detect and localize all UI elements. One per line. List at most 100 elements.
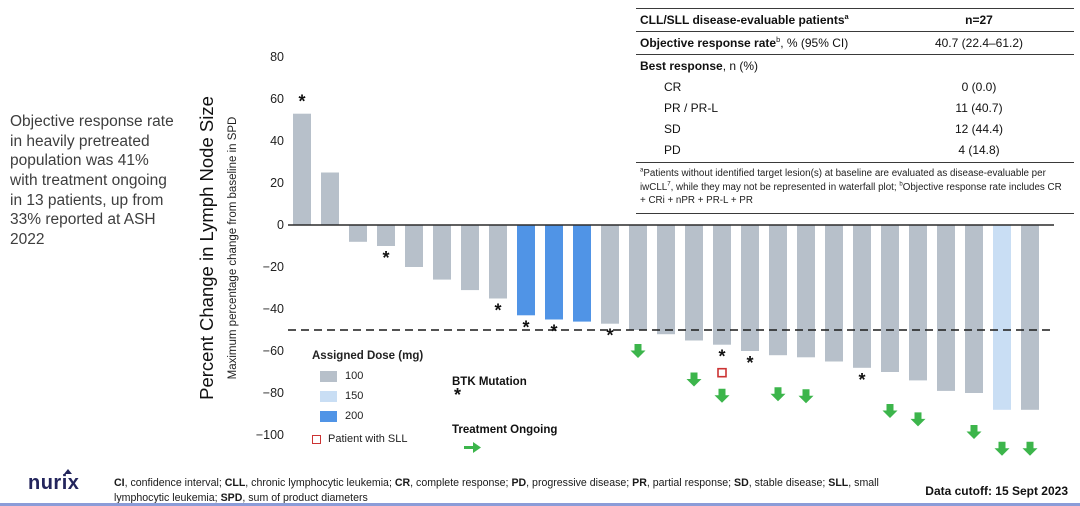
ongoing-legend: Treatment Ongoing: [452, 424, 557, 454]
response-table: CLL/SLL disease-evaluable patientsa n=27…: [636, 8, 1074, 214]
y-tick-label: −100: [256, 428, 284, 442]
dose-150-swatch-icon: [320, 390, 337, 402]
y-tick-label: 40: [270, 134, 284, 148]
table-value: 11 (40.7): [955, 100, 1003, 115]
patient-bar: [321, 172, 339, 225]
treatment-ongoing-arrow: [1022, 441, 1038, 456]
y-tick-label: −80: [263, 386, 284, 400]
patient-bar: [489, 225, 507, 299]
patient-bar: [573, 225, 591, 322]
ongoing-arrow-icon: [464, 442, 481, 453]
y-tick-label: 60: [270, 92, 284, 106]
patient-bar: [601, 225, 619, 324]
sll-patient-square: [717, 367, 727, 378]
dose-150-label: 150: [345, 390, 364, 402]
ongoing-arrow-shape: [464, 442, 481, 453]
patient-bar: [713, 225, 731, 345]
y-axis-title: Percent Change in Lymph Node Size: [196, 96, 217, 400]
y-tick-label: 0: [277, 218, 284, 232]
btk-mutation-asterisk: *: [522, 317, 529, 337]
patient-bar: [825, 225, 843, 362]
dose-100-swatch-icon: [320, 370, 337, 382]
btk-mutation-asterisk: *: [606, 326, 613, 346]
treatment-ongoing-arrow: [994, 441, 1010, 456]
table-value: 12 (44.4): [954, 121, 1004, 136]
table-footnote: aPatients without identified target lesi…: [636, 162, 1074, 214]
bottom-accent-line: [0, 503, 1080, 506]
patient-bar: [293, 113, 311, 225]
table-row-sd: SD 12 (44.4): [636, 118, 1074, 139]
patient-bar: [937, 225, 955, 391]
treatment-ongoing-arrow: [882, 404, 898, 418]
data-cutoff: Data cutoff: 15 Sept 2023: [925, 484, 1068, 498]
sll-legend-item: Patient with SLL: [312, 433, 423, 445]
btk-mutation-asterisk: *: [382, 248, 389, 268]
patient-bar: [853, 225, 871, 368]
patient-bar: [461, 225, 479, 291]
patient-bar: [377, 225, 395, 246]
treatment-ongoing-arrow: [770, 387, 786, 402]
sll-square-icon: [312, 434, 321, 444]
treatment-ongoing-arrow: [686, 372, 702, 387]
y-tick-label: −20: [263, 260, 284, 274]
patient-bar: [517, 225, 535, 316]
y-axis-subtitle: Maximum percentage change from baseline …: [227, 116, 239, 380]
patient-bar: [545, 225, 563, 320]
btk-mutation-asterisk: *: [718, 347, 725, 367]
table-row-orr: Objective response rateb, % (95% CI) 40.…: [636, 32, 1074, 55]
table-value: 4 (14.8): [958, 142, 1000, 157]
y-tick-label: −40: [263, 302, 284, 316]
table-row-header: CLL/SLL disease-evaluable patientsa n=27: [636, 8, 1074, 32]
treatment-ongoing-arrow: [798, 389, 814, 404]
btk-mutation-asterisk: *: [858, 370, 865, 390]
btk-mutation-asterisk: *: [298, 92, 305, 112]
dose-legend-item-150: 150: [320, 390, 423, 402]
abbreviations-text: CI, confidence interval; CLL, chronic ly…: [114, 477, 879, 505]
dose-legend-item-200: 200: [320, 410, 423, 422]
table-row-best-response: Best response, n (%): [640, 58, 759, 73]
table-value: n=27: [965, 13, 993, 27]
patient-bar: [909, 225, 927, 381]
btk-legend: BTK Mutation *: [452, 376, 527, 405]
btk-asterisk-icon: *: [454, 385, 462, 405]
nurix-logo: nurix: [28, 469, 79, 495]
patient-bar: [741, 225, 759, 351]
patient-bar: [433, 225, 451, 280]
patient-bar: [405, 225, 423, 267]
table-row-pd: PD 4 (14.8): [636, 139, 1074, 160]
treatment-ongoing-arrow: [714, 388, 730, 403]
table-row-cr: CR 0 (0.0): [636, 76, 1074, 97]
patient-bar: [769, 225, 787, 356]
patient-bar: [685, 225, 703, 341]
ongoing-label: Treatment Ongoing: [452, 424, 558, 436]
patient-bar: [349, 225, 367, 242]
patient-bar: [629, 225, 647, 330]
dose-200-label: 200: [345, 410, 364, 422]
table-row-pr: PR / PR-L 11 (40.7): [636, 97, 1074, 118]
btk-label: BTK Mutation: [452, 376, 527, 388]
patient-bar: [993, 225, 1011, 410]
btk-mutation-asterisk: *: [746, 353, 753, 373]
patient-bar: [1021, 225, 1039, 410]
patient-bar: [965, 225, 983, 393]
treatment-ongoing-arrow: [966, 425, 982, 439]
y-tick-label: 20: [270, 176, 284, 190]
patient-bar: [797, 225, 815, 358]
dose-legend: Assigned Dose (mg) 100 150 200 Patient w…: [312, 350, 423, 445]
nurix-logo-caret-icon: [64, 469, 72, 474]
dose-100-label: 100: [345, 370, 364, 382]
table-value: 40.7 (22.4–61.2): [934, 36, 1024, 50]
sll-label: Patient with SLL: [328, 433, 408, 445]
treatment-ongoing-arrow: [910, 412, 926, 427]
btk-mutation-asterisk: *: [550, 322, 557, 342]
btk-mutation-asterisk: *: [494, 301, 501, 321]
patient-bar: [881, 225, 899, 372]
patient-bar: [657, 225, 675, 335]
dose-legend-title: Assigned Dose (mg): [312, 350, 424, 362]
y-tick-label: −60: [263, 344, 284, 358]
dose-legend-item-100: 100: [320, 370, 423, 382]
table-value: 0 (0.0): [961, 79, 997, 94]
y-tick-label: 80: [270, 50, 284, 64]
